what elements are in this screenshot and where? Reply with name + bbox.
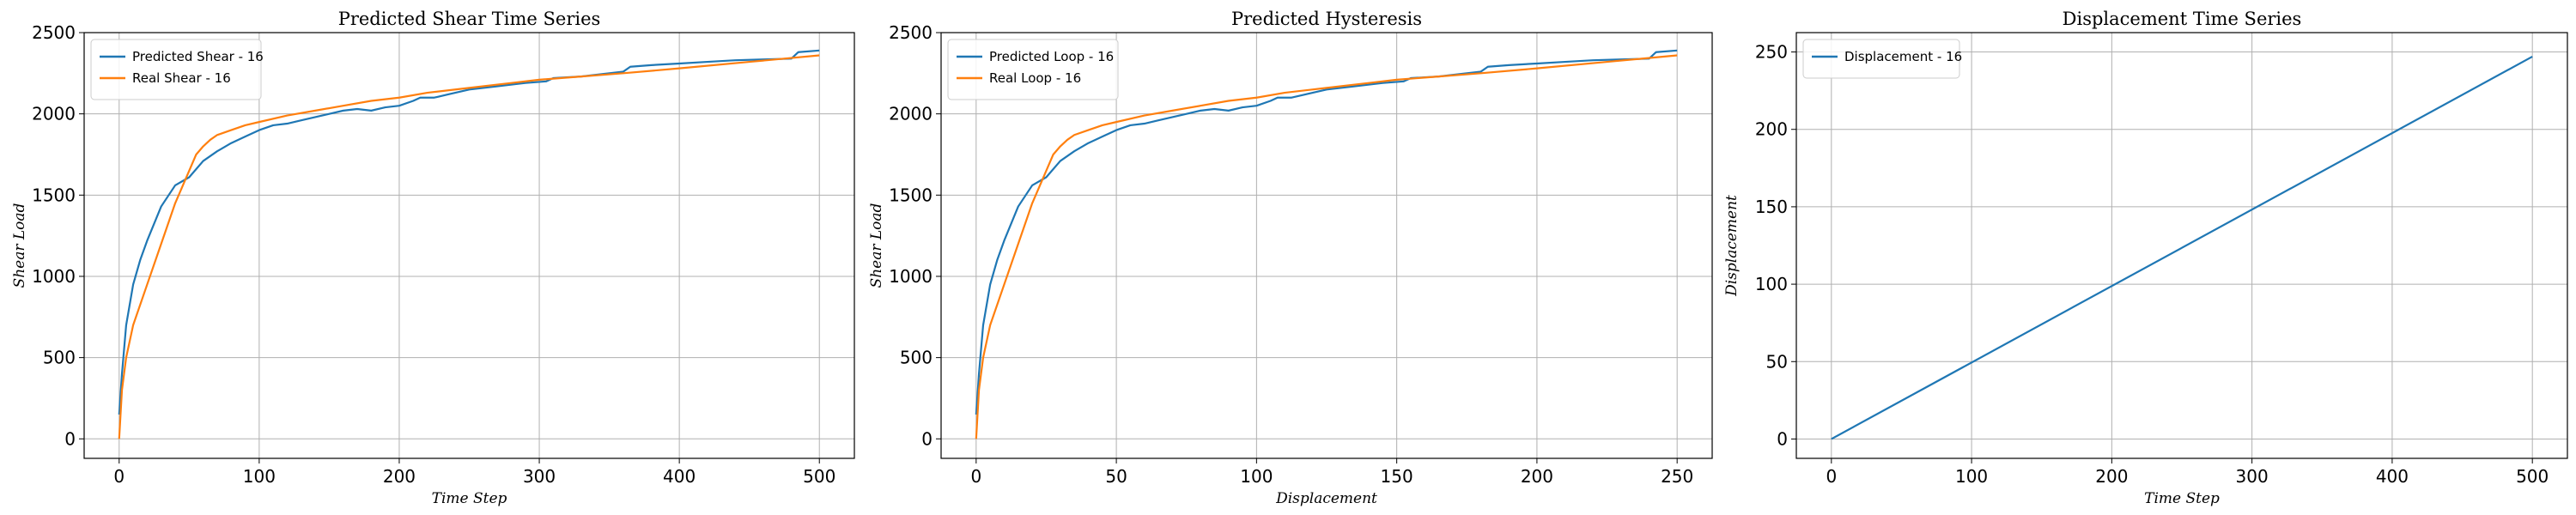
x-tick-label: 100 [1240,466,1273,487]
x-tick-label: 100 [243,466,276,487]
x-tick-label: 200 [1521,466,1553,487]
y-tick-label: 500 [900,348,933,368]
x-tick-label: 0 [113,466,125,487]
plot-frame [940,32,1713,459]
x-tick-label: 200 [383,466,416,487]
legend-box [90,39,262,100]
y-tick-label: 200 [1755,119,1788,140]
series-line-1 [975,49,1678,415]
y-tick-label: 2500 [32,22,76,43]
x-tick-label: 500 [803,466,835,487]
legend-label: Real Shear - 16 [132,70,231,86]
legend: Predicted Shear - 16 Real Shear - 16 [90,39,264,100]
x-tick-label: 100 [1955,466,1988,487]
y-tick-label: 2500 [889,22,933,43]
chart-title: Displacement Time Series [2063,9,2302,29]
legend-box [1802,39,1960,79]
legend: Displacement - 16 [1802,39,1962,79]
x-tick-label: 150 [1381,466,1413,487]
chart-panel-2: 0 50 100 150 200 25005001000150020002500Predi… [868,9,1713,507]
y-tick-label: 0 [64,428,76,449]
y-tick-label: 1000 [889,266,933,287]
y-tick-label: 100 [1755,274,1788,294]
chart-panel-3: 0 100 200 300 400 500 0 50 100 150 200 250 Displacem… [1723,9,2568,507]
series-line-1 [118,49,820,415]
x-tick-label: 50 [1105,466,1127,487]
chart-panel-1: 0 100 200 300 400 500 0 500 1000 1500 2000 2500 Pred… [11,9,855,507]
y-axis-label: Shear Load [868,203,885,288]
series-line-2 [975,54,1678,439]
x-axis-label: Time Step [2144,490,2220,507]
y-tick-label: 1500 [889,185,933,205]
x-tick-label: 250 [1661,466,1693,487]
plot-frame [83,32,855,459]
y-tick-label: 500 [43,348,76,368]
x-tick-label: 0 [970,466,981,487]
y-tick-label: 0 [1777,428,1788,449]
y-tick-label: 0 [921,428,933,449]
x-axis-label: Displacement [1275,490,1377,507]
x-tick-label: 300 [523,466,556,487]
chart-title: Predicted Shear Time Series [338,9,601,29]
x-axis-label: Time Step [432,490,507,507]
legend-label: Predicted Loop - 16 [989,49,1114,64]
x-tick-label: 0 [1826,466,1837,487]
y-tick-label: 1500 [32,185,76,205]
x-tick-label: 400 [663,466,696,487]
y-tick-label: 2000 [32,104,76,124]
y-tick-label: 250 [1755,42,1788,63]
y-tick-label: 50 [1766,351,1788,372]
y-tick-label: 150 [1755,197,1788,217]
x-tick-label: 300 [2236,466,2269,487]
y-tick-label: 2000 [889,104,933,124]
x-tick-label: 200 [2095,466,2128,487]
legend-label: Real Loop - 16 [989,70,1081,86]
y-tick-label: 1000 [32,266,76,287]
legend: Predicted Loop - 16 Real Loop - 16 [947,39,1119,100]
x-tick-label: 500 [2516,466,2549,487]
legend-label: Displacement - 16 [1844,49,1962,64]
legend-box [947,39,1119,100]
series-line-1 [1831,55,2533,440]
y-axis-label: Shear Load [11,203,28,288]
y-axis-label: Displacement [1723,195,1741,297]
x-tick-label: 400 [2376,466,2409,487]
plot-frame [1795,32,2568,459]
chart-title: Predicted Hysteresis [1231,9,1422,29]
series-line-2 [118,54,820,439]
legend-label: Predicted Shear - 16 [132,49,264,64]
